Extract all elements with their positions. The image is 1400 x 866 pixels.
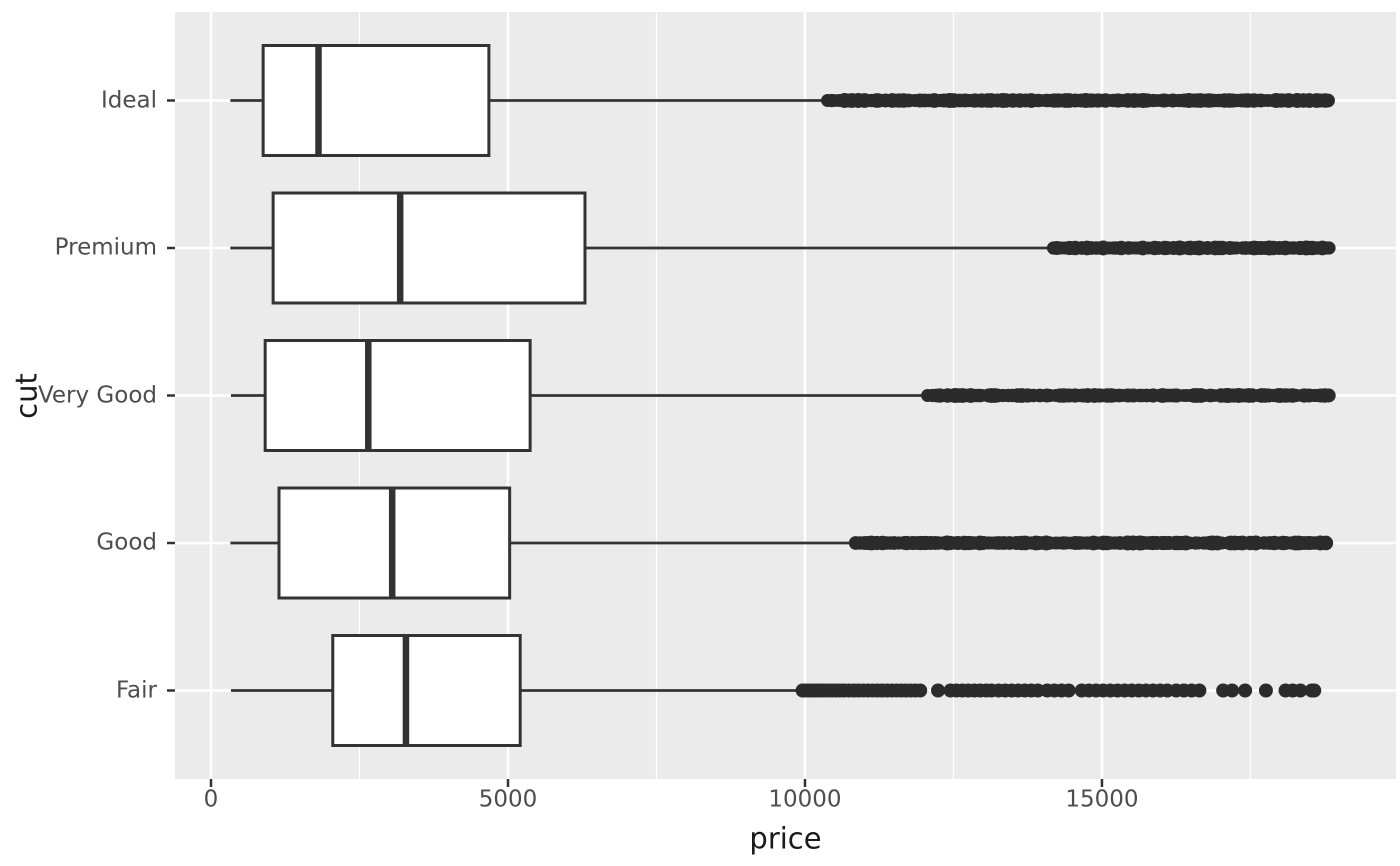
outlier-dot [1238, 683, 1253, 698]
y-category-label: Fair [115, 677, 157, 703]
outlier-dot [1321, 388, 1336, 403]
outlier-dot [1293, 683, 1308, 698]
y-axis-title: cut [9, 372, 44, 419]
y-category-label: Premium [54, 234, 157, 261]
outlier-dot [1322, 241, 1336, 255]
x-tick-label: 10000 [768, 786, 842, 813]
boxplot-box [261, 44, 491, 157]
x-tick-label: 0 [203, 786, 219, 813]
x-axis-title: price [749, 821, 822, 856]
outlier-dot [1321, 93, 1335, 108]
outlier-dot [931, 683, 946, 698]
outlier-dot [913, 683, 928, 698]
boxplot-box [331, 634, 522, 747]
outlier-dot [1192, 683, 1207, 698]
x-tick-label: 5000 [478, 786, 538, 813]
y-category-label: Good [96, 529, 157, 556]
boxplot-box [271, 191, 587, 305]
outlier-dot [1225, 683, 1240, 698]
y-category-label: Ideal [100, 87, 157, 113]
x-tick-label: 15000 [1065, 786, 1139, 813]
outlier-dot [1307, 683, 1322, 698]
y-category-label: Very Good [37, 382, 157, 408]
boxplot-box [263, 339, 532, 452]
outlier-dot [1258, 683, 1273, 698]
outlier-dot [1318, 535, 1334, 551]
outlier-dot [1061, 683, 1076, 698]
